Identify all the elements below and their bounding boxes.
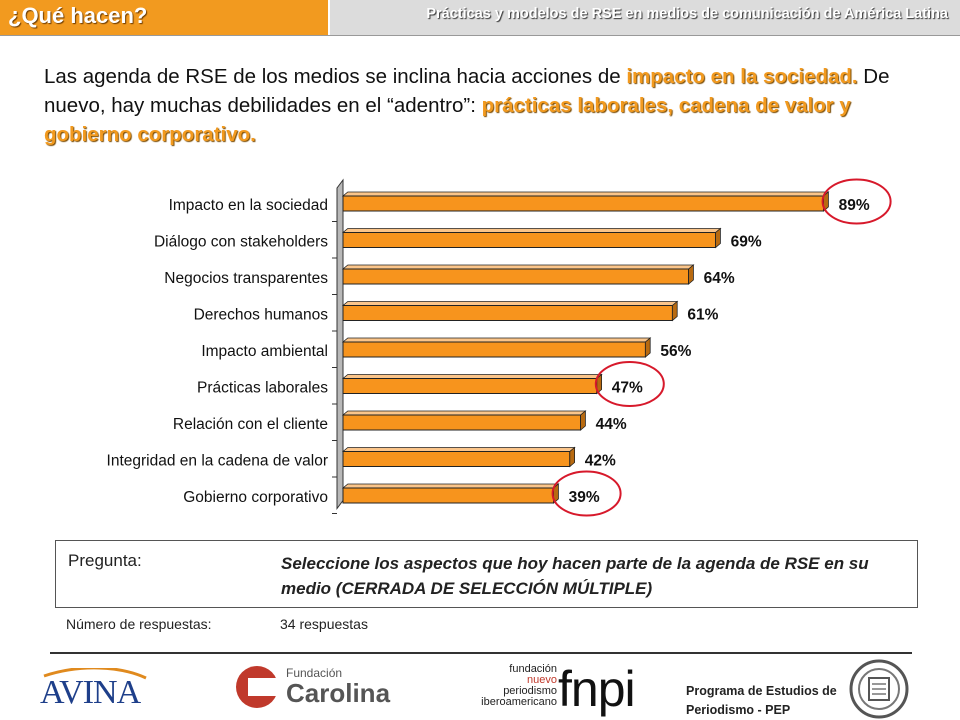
question-text-c: ) xyxy=(646,579,653,598)
category-label: Gobierno corporativo xyxy=(183,489,328,506)
responses-label: Número de respuestas: xyxy=(66,616,212,632)
fnpi-logo-big: fnpi xyxy=(558,661,636,717)
fnpi-line-3: periodismo xyxy=(503,685,557,697)
value-label: 56% xyxy=(660,343,691,360)
value-label: 47% xyxy=(612,380,643,397)
fnpi-line-4: iberoamericano xyxy=(481,696,557,708)
carolina-logo: Fundación Carolina xyxy=(236,664,390,710)
value-label: 61% xyxy=(687,307,718,324)
bar-top-face xyxy=(341,483,560,489)
footer-divider xyxy=(50,652,912,654)
fnpi-line-2: nuevo xyxy=(527,674,557,686)
highlight-circle xyxy=(551,470,622,517)
value-label: 69% xyxy=(731,234,762,251)
avina-logo: AVINA xyxy=(40,668,150,712)
headline-part-2: De nuevo, hay muchas debilidades en el “… xyxy=(44,65,890,117)
header-subtitle: Prácticas y modelos de RSE en medios de … xyxy=(426,6,948,22)
bar-top-face xyxy=(341,374,603,379)
value-label: 89% xyxy=(839,197,870,214)
value-label: 42% xyxy=(585,453,616,470)
avina-logo-text: AVINA xyxy=(40,674,141,711)
bar-top-face xyxy=(341,228,722,233)
highlight-circle xyxy=(821,178,892,225)
bar-side-face xyxy=(645,337,651,358)
fnpi-logo: fundación nuevo periodismo iberoamerican… xyxy=(460,661,665,717)
category-label: Impacto ambiental xyxy=(201,343,328,360)
header-bar: ¿Qué hacen? Prácticas y modelos de RSE e… xyxy=(0,0,960,35)
bar-top-face xyxy=(341,447,576,452)
bar xyxy=(342,414,582,431)
bar-side-face xyxy=(672,300,678,322)
responses-value: 34 respuestas xyxy=(280,616,368,632)
carolina-mark-icon xyxy=(236,666,278,708)
bar-top-face xyxy=(341,410,587,416)
question-text: Seleccione los aspectos que hoy hacen pa… xyxy=(281,551,901,601)
category-label: Impacto en la sociedad xyxy=(169,197,328,214)
bar xyxy=(342,305,673,321)
value-label: 39% xyxy=(569,489,600,506)
bar xyxy=(342,487,555,504)
headline-highlight-2: prácticas laborales, cadena de valor y g… xyxy=(44,94,851,146)
section-title: ¿Qué hacen? xyxy=(8,3,148,28)
pep-line-1: Programa de Estudios de xyxy=(686,684,837,698)
bar-top-face xyxy=(341,191,830,197)
bar-side-face xyxy=(688,264,694,285)
category-label: Relación con el cliente xyxy=(173,416,328,433)
bar xyxy=(342,195,825,212)
chart-axis-wall xyxy=(336,178,344,510)
section-title-box: ¿Qué hacen? xyxy=(0,0,330,35)
highlight-circle xyxy=(594,361,665,407)
headline-part-1: Las agenda de RSE de los medios se incli… xyxy=(44,65,627,88)
bar-side-face xyxy=(715,227,721,249)
question-text-b: CERRADA DE SELECCIÓN MÚLTIPLE xyxy=(341,579,647,598)
bar xyxy=(342,341,646,358)
question-label: Pregunta: xyxy=(68,551,142,570)
value-label: 64% xyxy=(704,270,735,287)
pep-line-2: Periodismo - PEP xyxy=(686,703,791,717)
carolina-logo-big: Carolina xyxy=(286,678,391,708)
value-label: 44% xyxy=(596,416,627,433)
avina-swoosh-icon xyxy=(43,668,147,680)
bar-top-face xyxy=(341,264,695,270)
bar-top-face xyxy=(341,337,652,343)
fnpi-logo-small: fundación nuevo periodismo iberoamerican… xyxy=(437,664,557,708)
subtitle-box: Prácticas y modelos de RSE en medios de … xyxy=(330,0,960,35)
bar xyxy=(342,451,571,467)
bar xyxy=(342,268,690,285)
header-divider xyxy=(0,35,960,36)
university-seal-icon xyxy=(849,659,909,719)
question-text-a: Seleccione los aspectos que hoy hacen pa… xyxy=(281,554,869,598)
headline: Las agenda de RSE de los medios se incli… xyxy=(44,62,924,149)
category-label: Negocios transparentes xyxy=(164,270,328,287)
headline-highlight-1: impacto en la sociedad. xyxy=(626,65,858,88)
bar xyxy=(342,232,717,248)
fnpi-line-1: fundación xyxy=(509,663,557,675)
category-label: Derechos humanos xyxy=(194,307,329,324)
category-label: Diálogo con stakeholders xyxy=(154,234,328,251)
carolina-logo-small: Fundación xyxy=(286,666,343,680)
category-label: Prácticas laborales xyxy=(197,380,328,397)
pep-text: Programa de Estudios de Periodismo - PEP xyxy=(686,682,856,720)
bar-chart: Impacto en la sociedad 89% Diálogo con sta… xyxy=(107,178,892,517)
bar-side-face xyxy=(580,410,586,431)
bar-side-face xyxy=(569,446,575,468)
category-label: Integridad en la cadena de valor xyxy=(107,453,328,470)
question-box: Pregunta: Seleccione los aspectos que ho… xyxy=(55,540,918,608)
bar xyxy=(342,378,598,394)
bar-top-face xyxy=(341,301,679,306)
